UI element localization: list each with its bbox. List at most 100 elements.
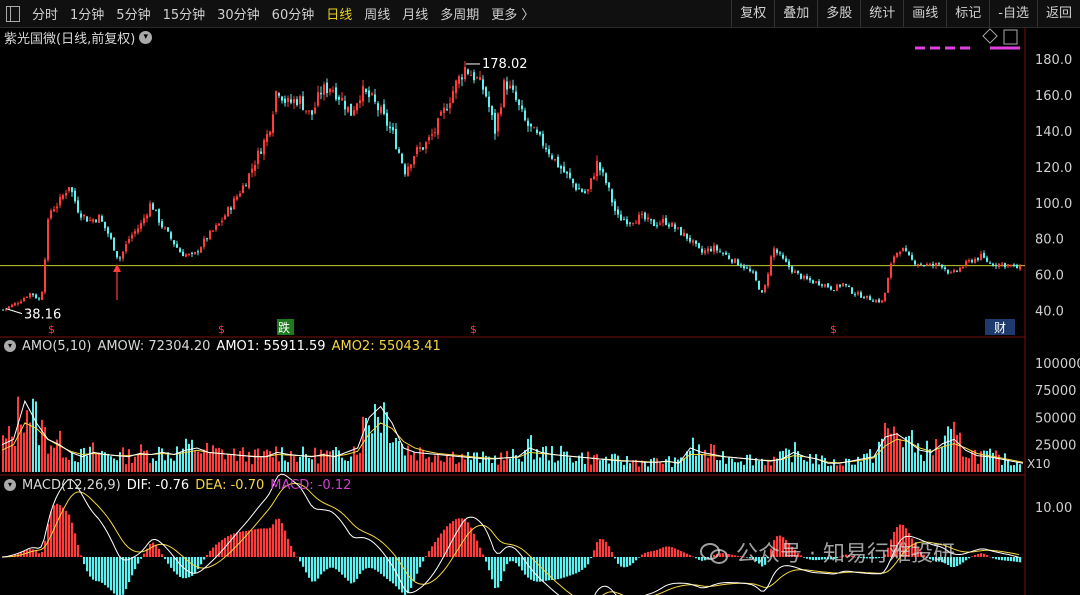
candle-body <box>707 248 709 252</box>
amo-bar <box>902 447 904 472</box>
watchlist-button[interactable]: -自选 <box>989 0 1037 27</box>
amo-bar <box>176 446 178 472</box>
chevron-down-icon[interactable]: ▾ <box>139 30 153 44</box>
amo-bar <box>935 439 937 472</box>
candle-body <box>74 190 76 202</box>
amo-bar <box>551 446 553 472</box>
amo-bar <box>320 449 322 472</box>
amo-bar <box>650 459 652 472</box>
macd-bar <box>143 553 146 557</box>
candle-body <box>854 294 856 296</box>
amo-bar <box>1013 464 1015 472</box>
candle-body <box>395 128 397 149</box>
amo-bar <box>56 439 58 472</box>
macd-bar <box>842 554 845 557</box>
amo-bar <box>2 435 4 472</box>
amo-bar <box>416 460 418 472</box>
macd-bar <box>872 557 875 559</box>
amo-bar <box>215 448 217 472</box>
candle-body <box>275 91 277 112</box>
amo-bar <box>614 453 616 472</box>
macd-bar <box>86 557 89 572</box>
macd-bar <box>560 557 563 579</box>
macd-bar <box>185 557 188 579</box>
candle-body <box>593 176 595 180</box>
fuquan-button[interactable]: 复权 <box>731 0 774 27</box>
amo-bar <box>1004 453 1006 472</box>
candle-body <box>491 106 493 116</box>
amo-bar <box>749 454 751 472</box>
tab-1min[interactable]: 1分钟 <box>70 8 105 23</box>
mark-button[interactable]: 标记 <box>946 0 989 27</box>
amo-bar <box>257 448 259 472</box>
amo-bar <box>662 463 664 472</box>
amo-bar <box>674 457 676 472</box>
window-icon <box>1003 29 1018 45</box>
tab-multi-period[interactable]: 多周期 <box>440 8 480 23</box>
back-button[interactable]: 返回 <box>1036 0 1080 27</box>
macd-bar <box>140 557 143 559</box>
candle-body <box>314 107 316 114</box>
macd-bar <box>341 557 344 575</box>
candle-body <box>86 216 88 222</box>
macd-bar <box>404 557 407 595</box>
candle-body <box>800 273 802 279</box>
candle-body <box>761 290 763 293</box>
candle-body <box>908 252 910 256</box>
amo-bar <box>146 450 148 472</box>
tab-more[interactable]: 更多 〉 <box>491 8 535 23</box>
candle-body <box>959 267 961 272</box>
macd-bar <box>389 557 392 582</box>
chevron-down-icon[interactable]: ▾ <box>4 479 16 491</box>
tab-30min[interactable]: 30分钟 <box>217 8 260 23</box>
tab-15min[interactable]: 15分钟 <box>162 8 206 23</box>
macd-bar <box>1010 557 1013 562</box>
macd-bar <box>134 557 137 570</box>
macd-bar <box>620 557 623 567</box>
macd-bar <box>254 529 257 557</box>
tab-monthly[interactable]: 月线 <box>402 8 429 23</box>
amo-bar <box>494 455 496 472</box>
amo-bar <box>101 450 103 472</box>
candle-body <box>80 213 82 218</box>
amo-bar <box>212 445 214 472</box>
tab-daily[interactable]: 日线 <box>326 8 353 23</box>
macd-bar <box>422 557 425 562</box>
tab-fenshi[interactable]: 分时 <box>32 8 59 23</box>
macd-bar <box>650 551 653 557</box>
tab-weekly[interactable]: 周线 <box>364 8 391 23</box>
draw-line-button[interactable]: 画线 <box>903 0 946 27</box>
macd-bar <box>812 557 815 561</box>
candle-body <box>218 223 220 226</box>
panel-toggle-icon[interactable] <box>6 5 20 22</box>
amo-bar <box>401 443 403 472</box>
candle-body <box>845 283 847 286</box>
amo-bar <box>122 447 124 472</box>
macd-bar <box>296 556 299 558</box>
candle-body <box>170 232 172 239</box>
candle-body <box>926 264 928 266</box>
chevron-down-icon[interactable]: ▾ <box>4 340 16 352</box>
amo-bar <box>656 458 658 472</box>
candle-body <box>698 243 700 249</box>
candle-body <box>461 77 463 80</box>
tab-60min[interactable]: 60分钟 <box>271 8 315 23</box>
macd-bar <box>401 557 404 593</box>
amo-bar <box>791 462 793 472</box>
overlay-button[interactable]: 叠加 <box>774 0 817 27</box>
multi-stock-button[interactable]: 多股 <box>817 0 860 27</box>
amo-bar <box>80 448 82 472</box>
candle-body <box>827 283 829 288</box>
macd-bar <box>437 537 440 557</box>
candle-body <box>524 110 526 121</box>
die-marker <box>277 319 294 335</box>
candle-body <box>20 301 22 304</box>
macd-bar <box>518 557 521 567</box>
macd-bar <box>278 518 281 557</box>
tab-5min[interactable]: 5分钟 <box>116 8 151 23</box>
amo-bar <box>182 448 184 472</box>
stats-button[interactable]: 统计 <box>860 0 903 27</box>
amo-bar <box>77 462 79 472</box>
candle-body <box>1004 263 1006 268</box>
